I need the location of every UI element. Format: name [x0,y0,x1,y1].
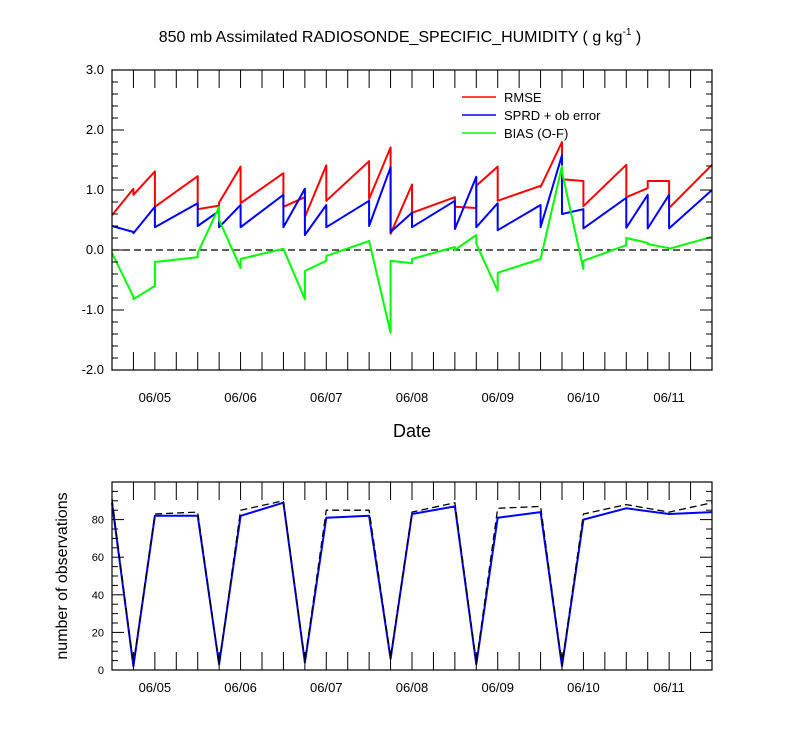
series-line-rmse [111,141,713,235]
series-line-assimilated [111,501,713,668]
y-tick-label: 80 [92,515,104,527]
x-tick-label: 06/05 [139,390,172,405]
y-tick-label: 0.0 [86,242,104,257]
x-tick-label: 06/10 [567,680,600,695]
chart-title: 850 mb Assimilated RADIOSONDE_SPECIFIC_H… [159,27,642,46]
y-tick-label: 1.0 [86,182,104,197]
bottom-ylabel: number of observations [54,492,71,659]
x-tick-label: 06/11 [653,390,685,405]
x-tick-label: 06/05 [139,680,172,695]
top-xlabel: Date [393,421,431,441]
chart-title-text: 850 mb Assimilated RADIOSONDE_SPECIFIC_H… [159,29,623,46]
x-tick-label: 06/06 [224,680,257,695]
x-tick-label: 06/10 [567,390,600,405]
y-tick-label: 0 [98,665,104,677]
y-tick-label: 2.0 [86,122,104,137]
x-tick-label: 06/09 [481,680,514,695]
y-tick-label: -1.0 [82,302,104,317]
x-tick-label: 06/09 [481,390,514,405]
series-line-possible [111,498,713,666]
chart-title-end: ) [631,29,641,46]
y-tick-label: 40 [92,590,104,602]
legend-label: RMSE [504,90,542,105]
y-tick-label: -2.0 [82,362,104,377]
y-tick-label: 3.0 [86,62,104,77]
top-plot: 06/05 06/06 06/07 06/08 06/09 06/10 06/11 -2.0 -… [82,62,713,405]
y-tick-label: 20 [92,627,104,639]
legend-label: SPRD + ob error [504,108,601,123]
chart-title-superscript: -1 [623,27,632,38]
bottom-plot: 06/05 06/06 06/07 06/08 06/09 06/10 06/11 0 20 40… [92,481,713,695]
x-tick-label: 06/11 [653,680,685,695]
series-line-bias-o-f [111,165,713,334]
x-tick-label: 06/06 [224,390,257,405]
legend-label: BIAS (O-F) [504,126,568,141]
x-tick-label: 06/07 [310,680,343,695]
x-tick-label: 06/08 [396,680,429,695]
x-tick-label: 06/08 [396,390,429,405]
y-tick-label: 60 [92,552,104,564]
x-tick-label: 06/07 [310,390,343,405]
